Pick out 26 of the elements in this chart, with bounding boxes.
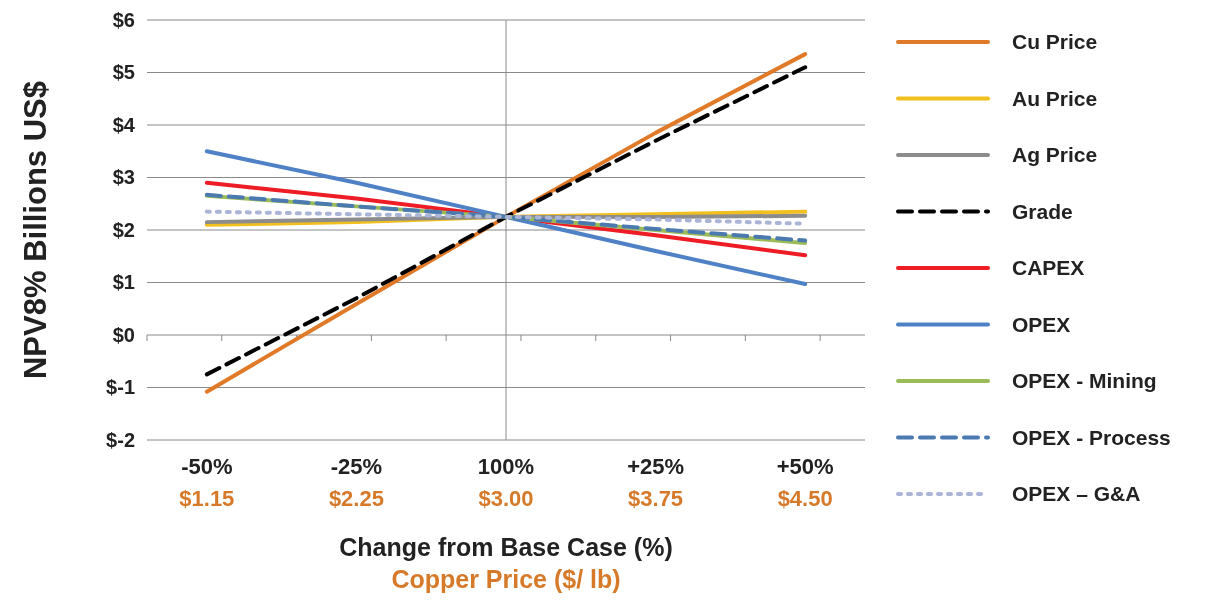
x-tick-label: +25% $3.75 — [627, 454, 685, 511]
legend-label: OPEX - Mining — [1012, 369, 1157, 392]
y-tick-label: $1 — [112, 271, 135, 294]
y-tick-label: $5 — [112, 61, 135, 84]
line-series — [204, 149, 808, 287]
legend-label: Grade — [1012, 199, 1073, 223]
legend-label: Ag Price — [1012, 143, 1098, 166]
legend-label: OPEX – G&A — [1012, 482, 1141, 505]
y-tick-label: $-2 — [106, 428, 135, 451]
x-tick-label: -50% $1.15 — [179, 454, 235, 511]
y-tick-label: $3 — [112, 166, 135, 189]
legend-label: CAPEX — [1012, 256, 1085, 279]
y-tick-label: $4 — [112, 113, 136, 136]
y-tick-label: $-1 — [106, 376, 135, 399]
x-tick-label: +50% $4.50 — [776, 454, 834, 511]
y-tick-label: $2 — [112, 218, 135, 241]
legend-label: OPEX — [1012, 312, 1071, 336]
x-axis-title: Change from Base Case (%) Copper Price ($/ lb) — [339, 533, 673, 593]
x-tick-label: -25% $2.25 — [328, 454, 384, 511]
legend-label: OPEX - Process — [1012, 425, 1171, 449]
y-tick-label: $6 — [112, 8, 135, 31]
legend-label: Au Price — [1012, 86, 1098, 110]
x-tick-label: 100% $3.00 — [477, 454, 535, 511]
legend-label: Cu Price — [1012, 30, 1098, 53]
y-axis-title: NPV8% Billions US$ — [18, 80, 53, 380]
y-tick-label: $0 — [112, 323, 135, 346]
